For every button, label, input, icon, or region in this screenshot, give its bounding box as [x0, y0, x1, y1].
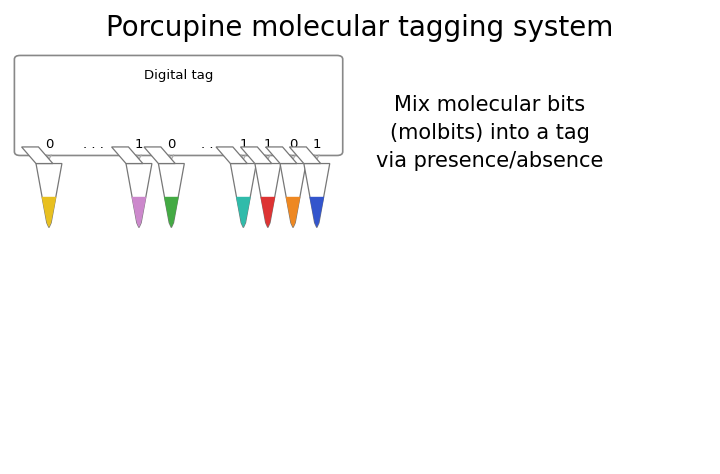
Text: 0: 0	[289, 138, 297, 151]
Polygon shape	[230, 164, 256, 228]
Polygon shape	[289, 147, 320, 164]
Text: 0: 0	[45, 138, 53, 151]
Text: 0: 0	[167, 138, 176, 151]
Polygon shape	[144, 147, 175, 164]
Text: 1: 1	[264, 138, 272, 151]
Text: 1: 1	[135, 138, 143, 151]
Polygon shape	[158, 164, 184, 228]
Polygon shape	[304, 164, 330, 228]
Text: . . .: . . .	[201, 138, 221, 151]
Polygon shape	[280, 164, 306, 228]
Polygon shape	[261, 197, 275, 228]
Polygon shape	[266, 147, 297, 164]
Text: Digital tag: Digital tag	[144, 69, 213, 82]
Polygon shape	[112, 147, 143, 164]
Polygon shape	[310, 197, 324, 228]
Polygon shape	[240, 147, 271, 164]
Polygon shape	[132, 197, 146, 228]
Text: Mix molecular bits
(molbits) into a tag
via presence/absence: Mix molecular bits (molbits) into a tag …	[376, 95, 603, 171]
Polygon shape	[164, 197, 179, 228]
Text: 1: 1	[312, 138, 321, 151]
Text: Porcupine molecular tagging system: Porcupine molecular tagging system	[107, 14, 613, 42]
Polygon shape	[255, 164, 281, 228]
Polygon shape	[286, 197, 300, 228]
Polygon shape	[236, 197, 251, 228]
FancyBboxPatch shape	[14, 55, 343, 155]
Text: 1: 1	[239, 138, 248, 151]
Polygon shape	[126, 164, 152, 228]
Text: . . .: . . .	[84, 138, 104, 151]
Polygon shape	[42, 197, 56, 228]
Polygon shape	[36, 164, 62, 228]
Polygon shape	[216, 147, 247, 164]
Polygon shape	[22, 147, 53, 164]
